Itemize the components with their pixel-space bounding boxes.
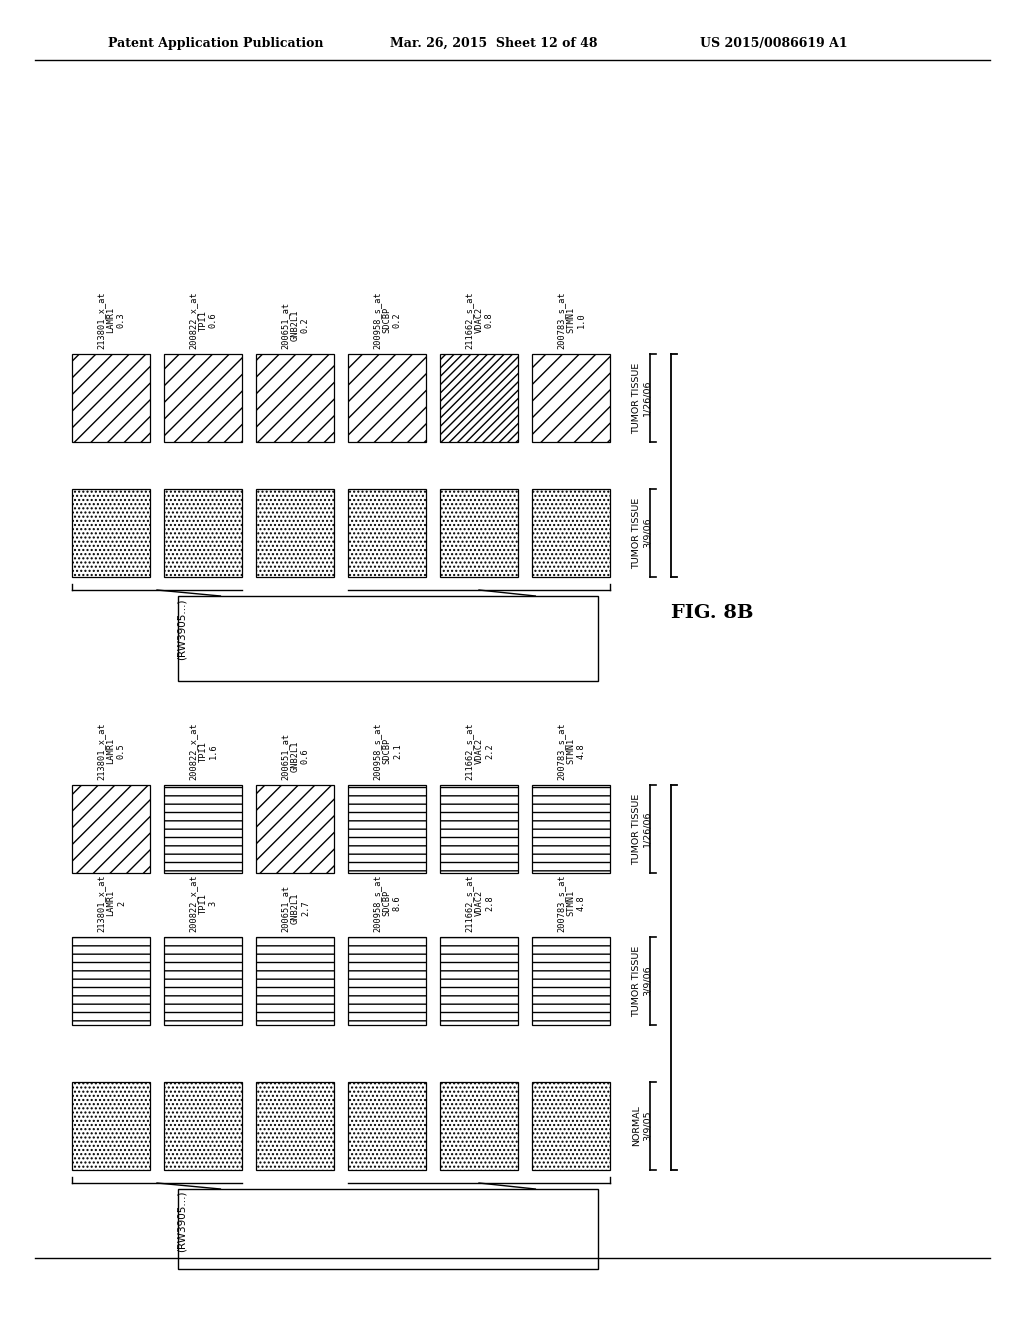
Text: TUMOR TISSUE
3/9/06: TUMOR TISSUE 3/9/06 — [632, 498, 651, 569]
Bar — [348, 354, 426, 442]
Bar — [164, 785, 242, 873]
Bar — [164, 488, 242, 577]
Bar — [178, 597, 598, 681]
Bar — [348, 937, 426, 1026]
Text: Patent Application Publication: Patent Application Publication — [108, 37, 324, 49]
Bar — [256, 1082, 334, 1170]
Text: FIG. 8B: FIG. 8B — [671, 605, 754, 623]
Bar — [532, 1082, 610, 1170]
Text: Mar. 26, 2015  Sheet 12 of 48: Mar. 26, 2015 Sheet 12 of 48 — [390, 37, 597, 49]
Bar — [256, 785, 334, 873]
Text: 211662_s_at
VDAC2
2.8: 211662_s_at VDAC2 2.8 — [464, 874, 494, 932]
Bar — [348, 785, 426, 873]
Bar — [532, 785, 610, 873]
Bar — [440, 1082, 518, 1170]
Bar — [164, 354, 242, 442]
Text: 200783_s_at
STMN1
1.0: 200783_s_at STMN1 1.0 — [556, 292, 586, 348]
Bar — [72, 488, 150, 577]
Text: 200822_x_at
TPI1
3: 200822_x_at TPI1 3 — [188, 874, 218, 932]
Bar — [72, 354, 150, 442]
Text: 213801_x_at
LAMR1
0.3: 213801_x_at LAMR1 0.3 — [96, 292, 126, 348]
Text: TUMOR TISSUE
1/26/06: TUMOR TISSUE 1/26/06 — [632, 363, 651, 434]
Text: TUMOR TISSUE
1/26/06: TUMOR TISSUE 1/26/06 — [632, 793, 651, 865]
Text: 200651_at
GNB2L1
2.7: 200651_at GNB2L1 2.7 — [281, 884, 310, 932]
Text: 200783_s_at
STMN1
4.8: 200783_s_at STMN1 4.8 — [556, 874, 586, 932]
Text: 200783_s_at
STMN1
4.8: 200783_s_at STMN1 4.8 — [556, 722, 586, 780]
Text: 211662_s_at
VDAC2
2.2: 211662_s_at VDAC2 2.2 — [464, 722, 494, 780]
Text: NORMAL
3/9/05: NORMAL 3/9/05 — [632, 1106, 651, 1147]
Text: 200958_s_at
SDCBP
8.6: 200958_s_at SDCBP 8.6 — [372, 874, 401, 932]
Text: (RW3905...): (RW3905...) — [176, 598, 186, 660]
Bar — [164, 1082, 242, 1170]
Bar — [532, 488, 610, 577]
Text: (RW3905...): (RW3905...) — [176, 1191, 186, 1253]
Text: 200822_x_at
TPI1
1.6: 200822_x_at TPI1 1.6 — [188, 722, 218, 780]
Bar — [532, 354, 610, 442]
Text: 200958_s_at
SDCBP
0.2: 200958_s_at SDCBP 0.2 — [372, 292, 401, 348]
Bar — [72, 937, 150, 1026]
Bar — [532, 937, 610, 1026]
Bar — [164, 937, 242, 1026]
Bar — [440, 785, 518, 873]
Bar — [256, 937, 334, 1026]
Bar — [440, 488, 518, 577]
Text: 211662_s_at
VDAC2
0.8: 211662_s_at VDAC2 0.8 — [464, 292, 494, 348]
Bar — [256, 488, 334, 577]
Bar — [348, 1082, 426, 1170]
Bar — [178, 1189, 598, 1269]
Bar — [256, 354, 334, 442]
Bar — [440, 937, 518, 1026]
Text: 200651_at
GNB2L1
0.2: 200651_at GNB2L1 0.2 — [281, 302, 310, 348]
Text: 200651_at
GNB2L1
0.6: 200651_at GNB2L1 0.6 — [281, 733, 310, 780]
Text: 200822_x_at
TPI1
0.6: 200822_x_at TPI1 0.6 — [188, 292, 218, 348]
Text: TUMOR TISSUE
3/9/06: TUMOR TISSUE 3/9/06 — [632, 945, 651, 1016]
Bar — [72, 1082, 150, 1170]
Bar — [348, 488, 426, 577]
Text: US 2015/0086619 A1: US 2015/0086619 A1 — [700, 37, 848, 49]
Bar — [72, 785, 150, 873]
Text: 200958_s_at
SDCBP
2.1: 200958_s_at SDCBP 2.1 — [372, 722, 401, 780]
Text: 213801_x_at
LAMR1
0.5: 213801_x_at LAMR1 0.5 — [96, 722, 126, 780]
Bar — [440, 354, 518, 442]
Text: 213801_x_at
LAMR1
2: 213801_x_at LAMR1 2 — [96, 874, 126, 932]
